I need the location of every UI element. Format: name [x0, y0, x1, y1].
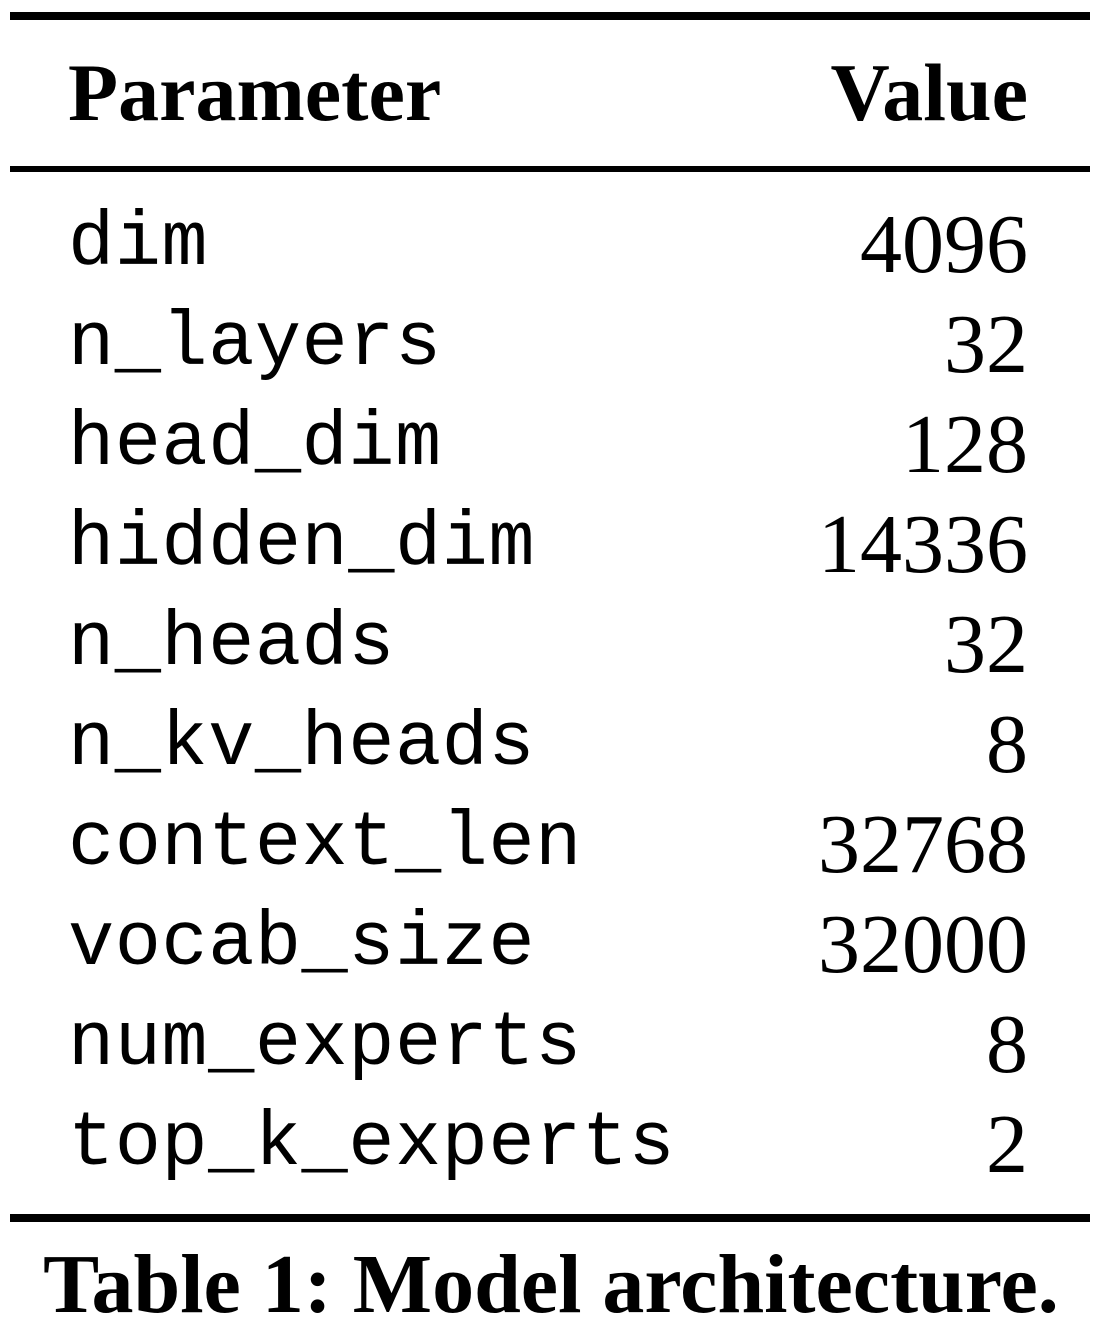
parameter-name: n_heads — [68, 601, 395, 688]
table-caption: Table 1: Model architecture. — [43, 1238, 1059, 1331]
parameter-value: 4096 — [860, 198, 1028, 291]
parameter-value: 2 — [986, 1098, 1028, 1191]
parameter-name: vocab_size — [68, 901, 536, 988]
parameter-value: 32000 — [818, 898, 1028, 991]
parameter-name: n_kv_heads — [68, 701, 536, 788]
column-header-parameter: Parameter — [68, 47, 442, 138]
parameter-name: top_k_experts — [68, 1101, 676, 1188]
table-body: dim 4096 n_layers 32 head_dim 128 hidden… — [68, 195, 1028, 1195]
table-row: vocab_size 32000 — [68, 895, 1028, 995]
table-row: n_heads 32 — [68, 595, 1028, 695]
parameter-value: 32 — [944, 598, 1028, 691]
table-header-row: Parameter Value — [68, 38, 1028, 148]
table-row: context_len 32768 — [68, 795, 1028, 895]
table-top-rule — [10, 12, 1090, 20]
parameter-value: 128 — [902, 398, 1028, 491]
parameter-value: 8 — [986, 698, 1028, 791]
parameter-value: 32768 — [818, 798, 1028, 891]
parameter-name: num_experts — [68, 1001, 582, 1088]
parameter-value: 8 — [986, 998, 1028, 1091]
table-row: n_layers 32 — [68, 295, 1028, 395]
table-bottom-rule — [10, 1214, 1090, 1222]
table-row: n_kv_heads 8 — [68, 695, 1028, 795]
table-row: hidden_dim 14336 — [68, 495, 1028, 595]
table-header-rule — [10, 166, 1090, 172]
parameter-name: hidden_dim — [68, 501, 536, 588]
column-header-value: Value — [830, 47, 1028, 138]
table-row: dim 4096 — [68, 195, 1028, 295]
parameter-name: head_dim — [68, 401, 442, 488]
parameter-name: context_len — [68, 801, 582, 888]
parameter-name: dim — [68, 201, 209, 288]
table-row: num_experts 8 — [68, 995, 1028, 1095]
table-row: head_dim 128 — [68, 395, 1028, 495]
parameter-name: n_layers — [68, 301, 442, 388]
table-row: top_k_experts 2 — [68, 1095, 1028, 1195]
parameter-value: 14336 — [818, 498, 1028, 591]
parameter-value: 32 — [944, 298, 1028, 391]
